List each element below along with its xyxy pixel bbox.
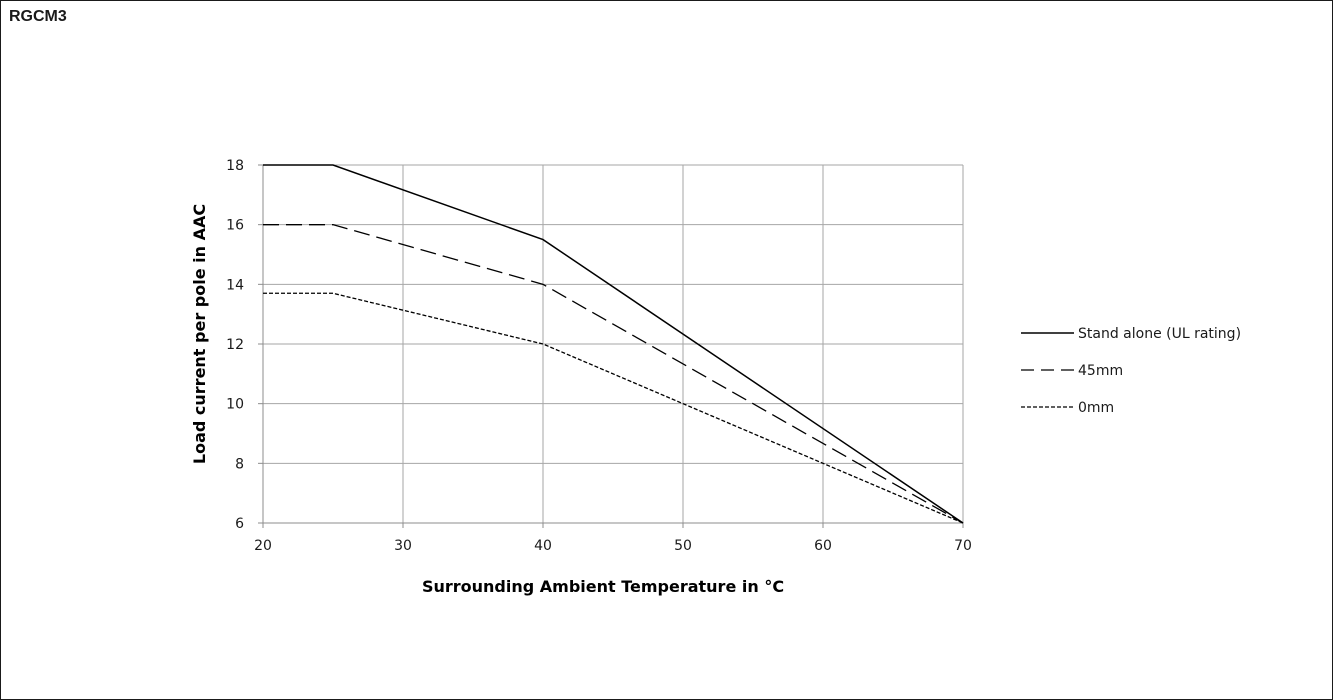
x-tick-label: 70 bbox=[954, 538, 972, 554]
y-axis-title: Load current per pole in AAC bbox=[190, 204, 209, 464]
y-tick-label: 14 bbox=[226, 277, 244, 293]
x-axis-title: Surrounding Ambient Temperature in °C bbox=[422, 577, 784, 596]
y-tick-label: 8 bbox=[235, 456, 244, 472]
y-tick-label: 18 bbox=[226, 158, 244, 174]
y-tick-label: 6 bbox=[235, 516, 244, 532]
x-tick-label: 50 bbox=[674, 538, 692, 554]
legend: Stand alone (UL rating) 45mm 0mm bbox=[1021, 326, 1241, 416]
y-tick-label: 12 bbox=[226, 337, 244, 353]
x-tick-label: 40 bbox=[534, 538, 552, 554]
series-line-3 bbox=[263, 292, 964, 524]
axes bbox=[258, 164, 964, 528]
series-line-2 bbox=[263, 224, 964, 524]
series-group bbox=[263, 164, 964, 524]
series-line-1 bbox=[263, 164, 964, 524]
legend-label-3: 0mm bbox=[1078, 400, 1114, 416]
legend-label-1: Stand alone (UL rating) bbox=[1078, 326, 1241, 342]
grid bbox=[262, 164, 964, 524]
y-tick-label: 16 bbox=[226, 218, 244, 234]
tick-labels: 20 30 40 50 60 70 6 8 10 12 14 16 18 bbox=[226, 158, 972, 554]
y-tick-label: 10 bbox=[226, 397, 244, 413]
page-title: RGCM3 bbox=[9, 8, 67, 25]
x-tick-label: 30 bbox=[394, 538, 412, 554]
legend-label-2: 45mm bbox=[1078, 363, 1123, 379]
x-tick-label: 60 bbox=[814, 538, 832, 554]
x-tick-label: 20 bbox=[254, 538, 272, 554]
